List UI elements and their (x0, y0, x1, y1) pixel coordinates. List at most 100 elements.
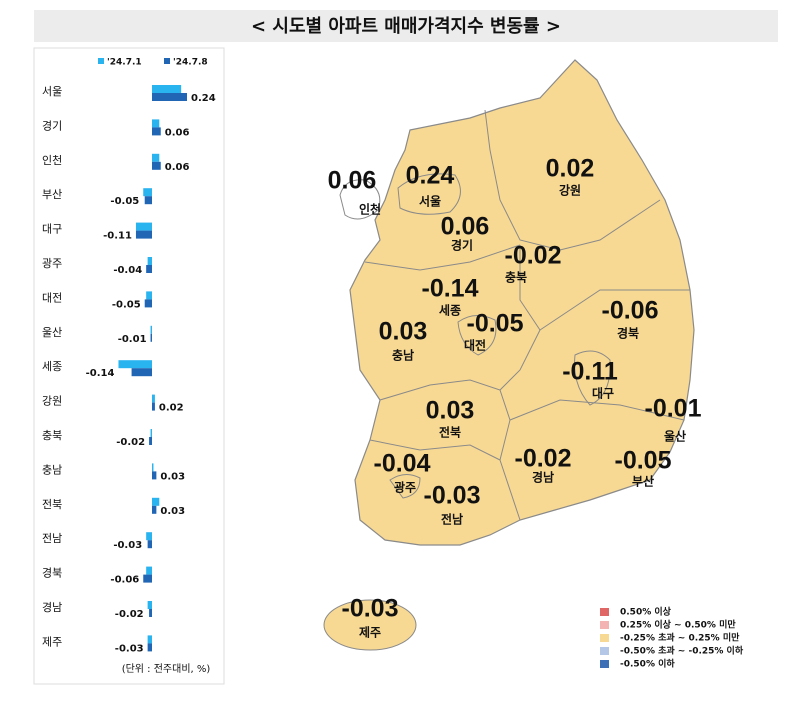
map-region: 세종 (439, 303, 461, 318)
map-legend-swatch (600, 647, 609, 655)
bar (149, 437, 152, 445)
map-region: 강원 (559, 184, 581, 198)
map-region: 경남 (532, 470, 554, 485)
value-label: 0.02 (159, 403, 184, 414)
incheon-area (339, 179, 381, 220)
value-label: -0.01 (118, 334, 147, 345)
category-label: 경북 (42, 567, 62, 580)
category-label: 대구 (42, 223, 62, 236)
chart-title: < 시도별 아파트 매매가격지수 변동률 > (251, 16, 561, 37)
bar (150, 429, 152, 437)
bar (152, 93, 187, 101)
map-legend-label: 0.25% 이상 ~ 0.50% 미만 (620, 619, 736, 631)
map-value: -0.11 (562, 358, 618, 386)
map-legend-label: -0.50% 초과 ~ -0.25% 이하 (620, 645, 744, 657)
category-label: 충북 (42, 429, 62, 442)
daejeon-area (457, 315, 497, 356)
map-value: -0.04 (374, 450, 431, 478)
value-label: -0.03 (113, 540, 142, 551)
map-value: 0.06 (441, 213, 490, 241)
category-label: 광주 (42, 257, 62, 270)
jeju-area (323, 599, 417, 651)
category-label: 전남 (42, 532, 62, 545)
category-label: 경기 (42, 119, 62, 132)
category-label: 대전 (42, 291, 62, 304)
map-legend-label: -0.25% 초과 ~ 0.25% 미만 (620, 632, 740, 644)
bar (147, 540, 152, 549)
value-label: 0.06 (165, 127, 190, 138)
map-value: -0.06 (602, 297, 659, 325)
bar (146, 291, 152, 300)
legend-swatch (98, 58, 104, 64)
value-label: 0.03 (160, 506, 185, 517)
legend-swatch (164, 58, 170, 64)
map-region: 경북 (617, 327, 639, 341)
map-value: -0.03 (424, 482, 481, 510)
map-value: -0.02 (505, 242, 562, 270)
category-label: 울산 (42, 326, 62, 339)
daegu-area (574, 350, 611, 406)
bar (152, 85, 182, 93)
bar (152, 153, 160, 162)
map-value: -0.14 (422, 275, 479, 303)
value-label: -0.11 (103, 231, 132, 242)
value-label: -0.05 (112, 299, 141, 310)
bar (147, 601, 152, 609)
bar (135, 222, 152, 231)
bar (143, 188, 152, 197)
map-value: -0.05 (467, 310, 524, 338)
value-label: 0.24 (191, 93, 216, 104)
bar (118, 360, 152, 369)
gwangju-area (389, 474, 421, 499)
category-label: 충남 (42, 463, 62, 476)
map-region: 경기 (451, 238, 473, 253)
value-label: -0.02 (115, 609, 144, 620)
map-region: 대구 (592, 387, 614, 401)
map-value: -0.01 (645, 395, 702, 423)
legend-label: '24.7.8 (173, 58, 208, 68)
value-label: -0.05 (110, 196, 139, 207)
bar (135, 230, 152, 239)
category-label: 전북 (42, 498, 62, 511)
map-region: 부산 (632, 474, 654, 489)
bar (131, 368, 152, 377)
map-region: 전북 (439, 425, 461, 440)
bar (152, 127, 161, 136)
map-value: -0.03 (342, 595, 399, 623)
map-value: 0.24 (406, 162, 455, 190)
category-label: 경남 (42, 601, 62, 614)
value-label: 0.06 (165, 162, 190, 173)
map-region: 충남 (392, 348, 414, 363)
map-legend-swatch (600, 608, 609, 616)
title-bar (34, 10, 778, 42)
unit-note: (단위 : 전주대비, %) (122, 662, 211, 675)
bar (146, 532, 152, 541)
category-label: 부산 (42, 188, 62, 201)
seoul-area (397, 173, 461, 215)
value-label: -0.14 (86, 368, 115, 379)
map-value: 0.06 (328, 167, 377, 195)
bar (144, 196, 152, 205)
category-label: 인천 (42, 153, 62, 167)
bar (147, 635, 152, 644)
map-legend-label: 0.50% 이상 (620, 606, 672, 618)
bar (152, 402, 155, 411)
bar (152, 471, 157, 480)
map-legend-swatch (600, 634, 609, 642)
map-region: 서울 (419, 194, 441, 209)
category-label: 제주 (42, 635, 62, 648)
value-label: -0.04 (113, 265, 142, 276)
value-label: 0.03 (160, 471, 185, 482)
map-legend-label: -0.50% 이하 (620, 658, 675, 670)
map-region: 광주 (394, 480, 416, 495)
map-legend-swatch (600, 621, 609, 629)
border (509, 399, 685, 421)
border (484, 109, 661, 251)
map: 0.24서울0.06경기0.06인천-0.05부산-0.11대구-0.04광주-… (323, 59, 702, 651)
map-region: 울산 (664, 429, 686, 444)
map-value: 0.03 (426, 397, 475, 425)
map-region: 대전 (464, 338, 486, 353)
value-label: -0.02 (116, 437, 145, 448)
bar (147, 643, 152, 652)
value-label: -0.03 (115, 643, 144, 654)
